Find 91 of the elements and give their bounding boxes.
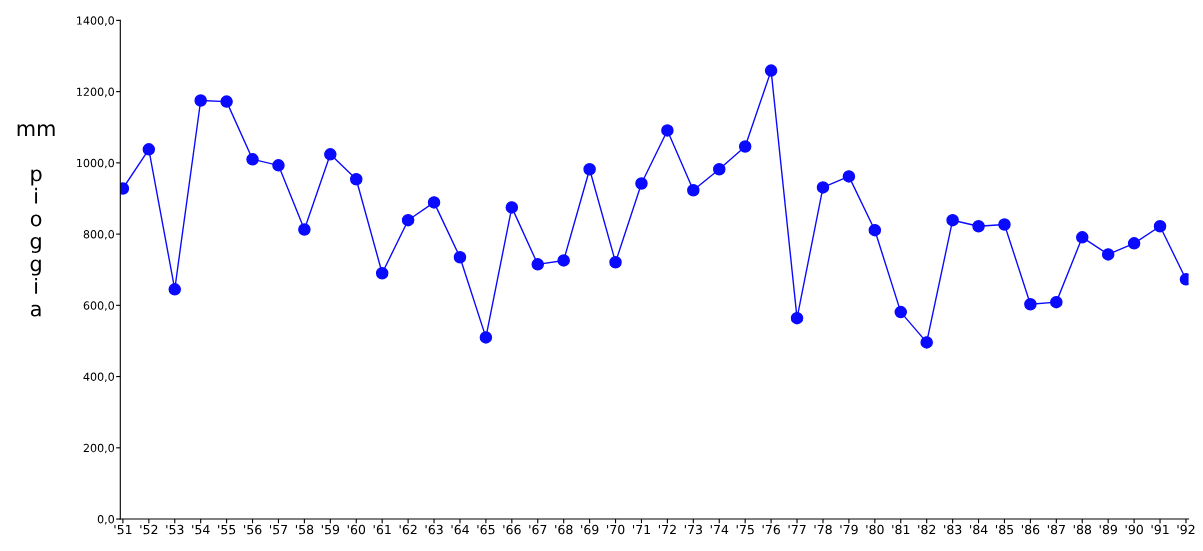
x-tick-label: '54	[192, 524, 210, 535]
x-tick-label: '85	[996, 524, 1014, 535]
point	[790, 311, 804, 325]
point	[661, 124, 674, 137]
x-tick-label: '61	[373, 524, 391, 535]
point	[375, 267, 389, 280]
x-tick-label: '76	[762, 524, 780, 535]
x-tick-label: '73	[684, 524, 702, 535]
x-tick-label: '51	[114, 524, 132, 535]
point	[842, 170, 856, 183]
x-tick-label: '81	[892, 524, 910, 535]
point	[1024, 298, 1037, 311]
y-tick-label: 800,0	[83, 230, 115, 240]
point	[220, 95, 233, 108]
point	[272, 159, 285, 172]
point	[142, 143, 156, 156]
x-tick-label: '66	[503, 524, 521, 535]
x-tick-label: '71	[633, 524, 650, 535]
point	[401, 213, 415, 227]
y-tick-label: 1000,0	[77, 158, 115, 169]
x-tick-label: '84	[970, 524, 988, 535]
point	[946, 213, 959, 227]
x-tick-label: '89	[1099, 524, 1117, 535]
x-tick-label: '68	[555, 524, 573, 535]
y-tick-label: 1200,0	[77, 87, 115, 98]
point	[324, 148, 337, 161]
x-tick-label: '92	[1177, 524, 1195, 535]
x-tick-label: '75	[736, 524, 754, 535]
y-tick-label: 600,0	[83, 301, 115, 311]
x-tick-label: '65	[477, 524, 495, 535]
point	[1153, 220, 1167, 233]
point	[505, 201, 519, 214]
x-tick-label: '67	[529, 524, 547, 535]
x-tick-label: '88	[1073, 524, 1092, 535]
point	[609, 255, 622, 269]
y-tick-label: 0,0	[97, 515, 115, 525]
point	[972, 220, 985, 233]
point	[168, 283, 182, 296]
point	[894, 305, 908, 319]
x-tick-label: '64	[451, 524, 469, 535]
point	[920, 336, 933, 349]
point	[298, 223, 311, 236]
point	[713, 163, 726, 176]
text: mm pioggia	[17, 124, 55, 317]
point	[764, 64, 778, 77]
point	[453, 250, 467, 264]
x-tick-label: '82	[918, 524, 936, 535]
point	[1076, 231, 1089, 244]
point	[687, 184, 700, 197]
x-tick-label: '77	[788, 524, 806, 535]
point	[557, 254, 570, 267]
point	[427, 196, 441, 209]
x-tick-label: '55	[218, 524, 236, 535]
x-tick-label: '63	[425, 524, 443, 535]
x-tick-label: '59	[321, 524, 340, 535]
x-tick-label: '79	[840, 524, 858, 535]
y-tick-label: 200,0	[83, 443, 115, 454]
point	[531, 258, 545, 271]
y-tick-label: 1400,0	[77, 16, 115, 26]
x-tick-label: '83	[944, 524, 962, 535]
point	[194, 94, 207, 107]
x-tick-label: '91	[1151, 524, 1169, 535]
point	[246, 153, 259, 166]
point	[350, 172, 363, 186]
x-tick-label: '58	[295, 524, 314, 535]
point	[738, 140, 752, 153]
x-tick-label: '56	[244, 524, 262, 535]
x-tick-label: '78	[814, 524, 832, 535]
point	[998, 218, 1011, 231]
point	[1050, 295, 1063, 309]
x-tick-label: '87	[1047, 524, 1065, 535]
x-tick-label: '74	[710, 524, 729, 535]
x-tick-label: '57	[270, 524, 288, 535]
point	[1101, 248, 1115, 261]
x-tick-label: '62	[399, 524, 417, 535]
point	[816, 181, 830, 194]
x-tick-label: '70	[607, 524, 625, 535]
x-tick-label: '80	[866, 524, 884, 535]
x-tick-label: '69	[581, 524, 599, 535]
x-tick-label: '86	[1021, 524, 1040, 535]
x-tick-label: '52	[140, 524, 158, 535]
x-tick-label: '60	[347, 524, 366, 535]
point	[635, 177, 648, 190]
point	[479, 331, 493, 344]
x-tick-label: '72	[658, 524, 676, 535]
point	[868, 223, 882, 237]
y-tick-label: 400,0	[83, 372, 115, 383]
x-tick-label: '53	[166, 524, 184, 535]
x-tick-label: '90	[1125, 524, 1143, 535]
point	[1127, 237, 1141, 250]
point	[583, 163, 596, 176]
